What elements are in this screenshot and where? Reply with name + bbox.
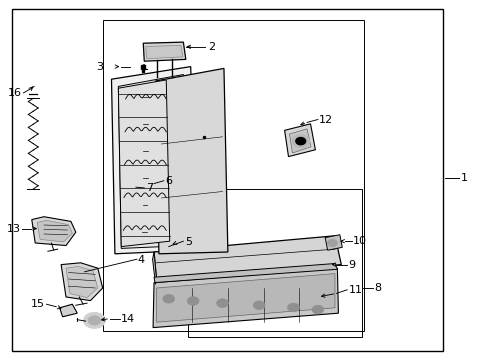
- Text: 7: 7: [145, 183, 153, 193]
- Text: 8: 8: [373, 283, 381, 293]
- Polygon shape: [156, 274, 334, 322]
- Polygon shape: [145, 45, 183, 59]
- Bar: [12, 9, 442, 351]
- Circle shape: [311, 305, 323, 314]
- Circle shape: [253, 301, 264, 310]
- Text: 3: 3: [96, 62, 102, 72]
- Text: 4: 4: [138, 255, 145, 265]
- Circle shape: [291, 135, 309, 148]
- Text: 13: 13: [6, 224, 20, 234]
- Text: 11: 11: [348, 285, 362, 295]
- Circle shape: [287, 303, 299, 312]
- Circle shape: [187, 297, 199, 305]
- Circle shape: [88, 316, 101, 325]
- Text: 9: 9: [348, 260, 355, 270]
- Circle shape: [83, 312, 105, 328]
- Bar: [188, 189, 361, 337]
- Circle shape: [163, 294, 174, 303]
- Polygon shape: [154, 236, 341, 279]
- Text: 14: 14: [121, 314, 135, 324]
- Polygon shape: [37, 220, 72, 242]
- Text: 6: 6: [164, 176, 171, 186]
- Circle shape: [295, 138, 305, 145]
- Text: 2: 2: [207, 42, 215, 52]
- Polygon shape: [66, 266, 98, 298]
- Polygon shape: [61, 263, 102, 301]
- Text: 16: 16: [8, 88, 22, 98]
- Text: 1: 1: [460, 173, 467, 183]
- Polygon shape: [289, 129, 310, 153]
- Circle shape: [327, 239, 337, 247]
- Polygon shape: [118, 75, 187, 248]
- Polygon shape: [325, 235, 342, 250]
- Polygon shape: [154, 264, 337, 283]
- Polygon shape: [32, 217, 76, 246]
- Polygon shape: [284, 124, 315, 157]
- Circle shape: [216, 299, 228, 307]
- Polygon shape: [118, 80, 169, 247]
- Polygon shape: [60, 304, 77, 317]
- Polygon shape: [152, 252, 156, 284]
- Polygon shape: [143, 42, 185, 61]
- Polygon shape: [111, 67, 195, 254]
- Text: 5: 5: [184, 237, 191, 247]
- Bar: [102, 20, 364, 331]
- Text: 15: 15: [31, 299, 45, 309]
- Text: 12: 12: [319, 114, 333, 125]
- Polygon shape: [153, 268, 338, 328]
- Polygon shape: [155, 68, 227, 254]
- Text: 10: 10: [352, 236, 366, 246]
